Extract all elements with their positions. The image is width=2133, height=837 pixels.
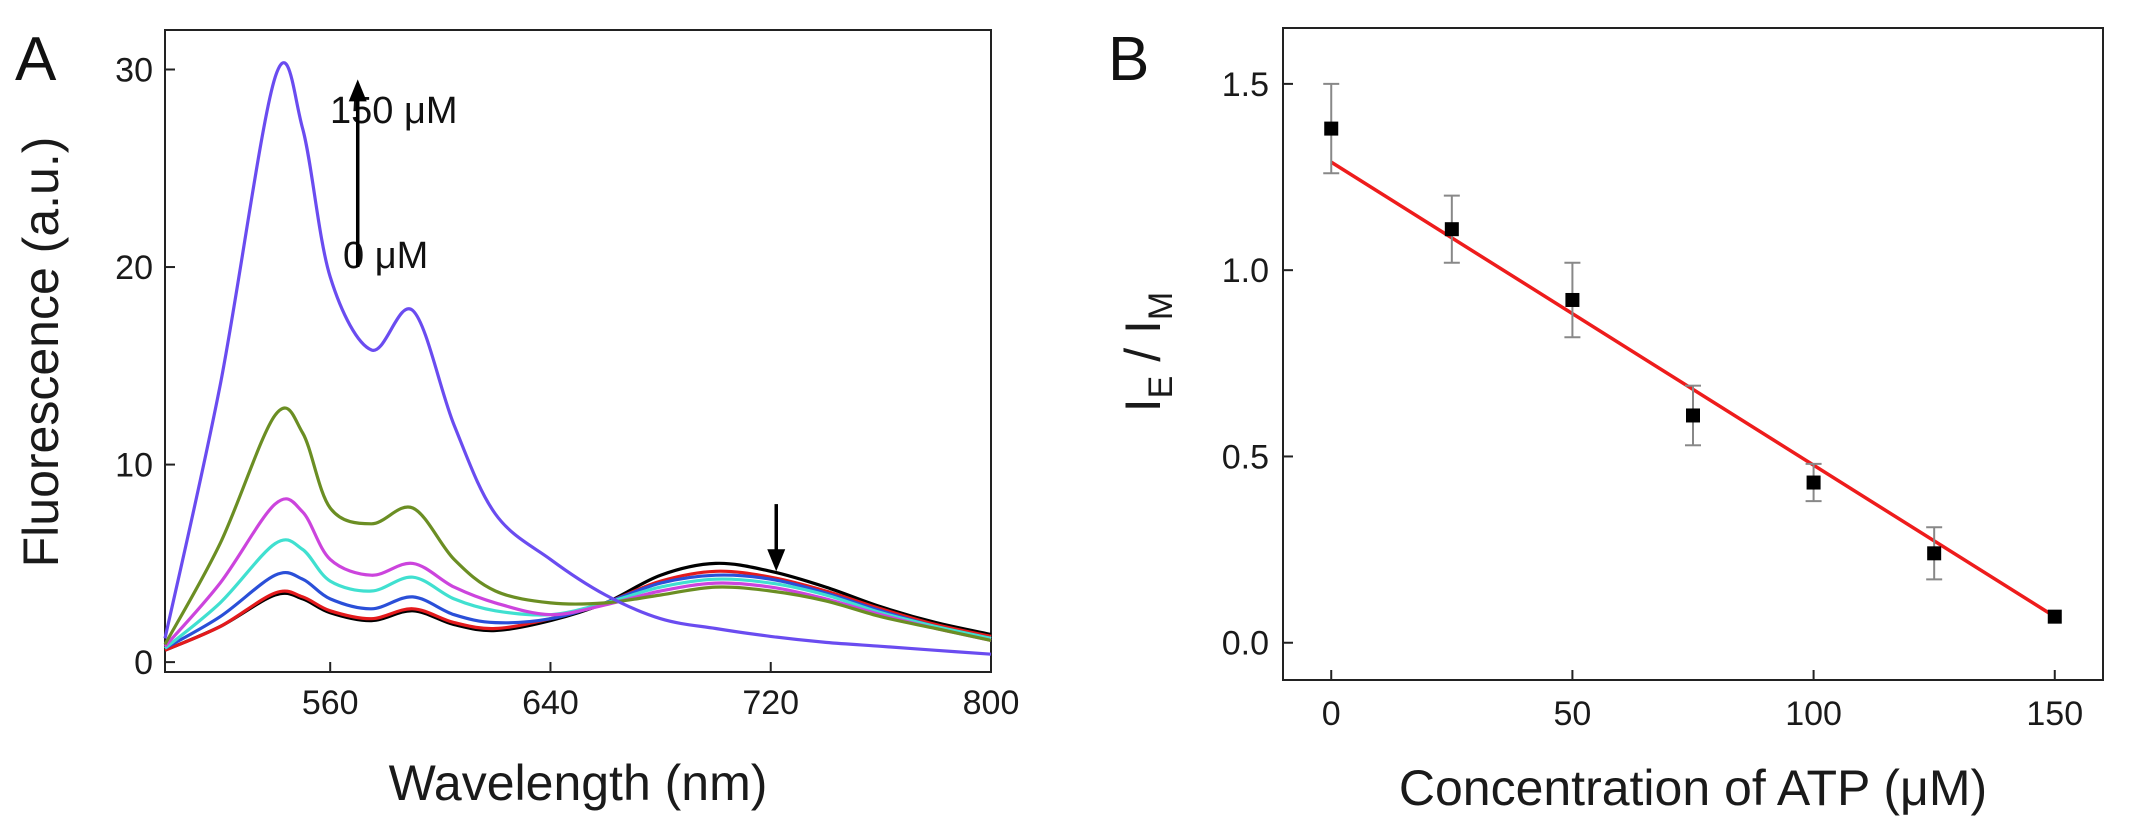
panel-b-y-tick-label: 1.0 <box>1222 252 1269 290</box>
arrow-up-head <box>348 79 367 102</box>
spectrum-line <box>163 538 992 650</box>
panel-a-x-tick-label: 640 <box>522 684 579 722</box>
panel-b-y-tick-label: 0.5 <box>1222 438 1269 476</box>
panel-b-plot-frame <box>1282 27 2104 681</box>
panel-b-x-tick-label: 0 <box>1322 695 1341 733</box>
data-point <box>1806 475 1821 490</box>
panel-b-x-tick-label: 150 <box>2026 695 2083 733</box>
panel-b-label: B <box>1108 25 1149 94</box>
y-title-i-e: I <box>1115 398 1171 412</box>
panel-b-x-tick-label: 50 <box>1553 695 1591 733</box>
panel-b-y-tick-label: 0.0 <box>1222 625 1269 663</box>
annotation-low-concentration: 0 μM <box>343 235 428 277</box>
y-title-sub-m: M <box>1142 292 1180 320</box>
panel-a-annotations: 150 μM 0 μM <box>330 79 786 572</box>
panel-a-x-tick-label: 800 <box>963 684 1020 722</box>
panel-a-ticks: 560 640 720 800 0 10 20 30 <box>115 52 1019 722</box>
panel-b-ticks: 0 50 100 150 0.0 0.5 1.0 1.5 <box>1222 66 2083 733</box>
spectrum-line <box>163 406 992 646</box>
panel-a-x-axis-title: Wavelength (nm) <box>389 755 768 811</box>
spectrum-line <box>163 497 992 648</box>
spectrum-line <box>164 561 992 652</box>
annotation-high-concentration: 150 μM <box>330 90 458 132</box>
data-point <box>1565 292 1580 307</box>
panel-b-y-tick-label: 1.5 <box>1222 66 1269 104</box>
panel-a-y-axis-title: Fluorescence (a.u.) <box>13 137 69 568</box>
arrow-down-head <box>767 549 786 572</box>
panel-a-x-tick-label: 560 <box>302 684 359 722</box>
panel-a-y-tick-label: 20 <box>115 249 153 287</box>
panel-b-points-group <box>1323 82 2062 624</box>
spectrum-line <box>164 569 992 652</box>
panel-a-y-tick-label: 0 <box>134 644 153 682</box>
panel-a-label: A <box>15 25 57 94</box>
data-point <box>1927 546 1942 561</box>
data-point <box>1444 222 1459 237</box>
panel-a-y-tick-label: 30 <box>115 52 153 90</box>
panel-a-x-tick-label: 720 <box>742 684 799 722</box>
panel-a-plot-frame <box>164 29 992 673</box>
spectrum-line <box>164 571 992 650</box>
panel-a-series-group <box>163 61 992 656</box>
panel-b-x-tick-label: 100 <box>1785 695 1842 733</box>
spectrum-line <box>163 61 992 656</box>
y-title-sep: / I <box>1115 320 1171 376</box>
panel-b-y-axis-title: IE / IM <box>1115 292 1180 413</box>
panel-a-y-tick-label: 10 <box>115 447 153 485</box>
panel-a: A 560 640 720 800 0 10 20 30 150 μM 0 μM Wavele… <box>13 25 1019 811</box>
data-point <box>1324 121 1339 136</box>
data-point <box>2047 609 2062 624</box>
data-point <box>1686 408 1700 423</box>
y-title-sub-e: E <box>1142 376 1180 399</box>
panel-b: B 0 50 100 150 0.0 0.5 1.0 1.5 Concentration of… <box>1108 25 2104 816</box>
panel-b-x-axis-title: Concentration of ATP (μM) <box>1399 760 1987 816</box>
